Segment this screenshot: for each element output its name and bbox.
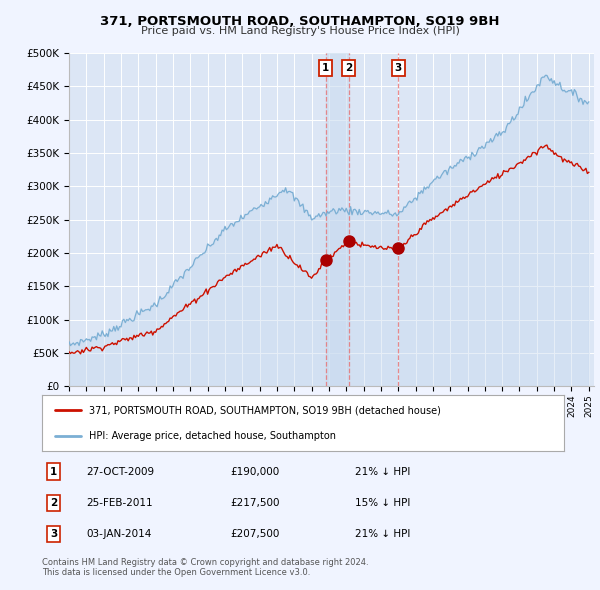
Text: 2: 2 bbox=[50, 498, 57, 508]
Text: 21% ↓ HPI: 21% ↓ HPI bbox=[355, 529, 410, 539]
Text: Price paid vs. HM Land Registry's House Price Index (HPI): Price paid vs. HM Land Registry's House … bbox=[140, 26, 460, 36]
Text: £207,500: £207,500 bbox=[230, 529, 279, 539]
Text: 1: 1 bbox=[50, 467, 57, 477]
Text: 1: 1 bbox=[322, 63, 329, 73]
Text: £217,500: £217,500 bbox=[230, 498, 280, 508]
Text: 25-FEB-2011: 25-FEB-2011 bbox=[86, 498, 153, 508]
Text: 27-OCT-2009: 27-OCT-2009 bbox=[86, 467, 154, 477]
Bar bbox=[326, 53, 349, 386]
Text: 3: 3 bbox=[395, 63, 402, 73]
Text: 03-JAN-2014: 03-JAN-2014 bbox=[86, 529, 152, 539]
Text: 2: 2 bbox=[345, 63, 352, 73]
Text: £190,000: £190,000 bbox=[230, 467, 279, 477]
Text: Contains HM Land Registry data © Crown copyright and database right 2024.
This d: Contains HM Land Registry data © Crown c… bbox=[42, 558, 368, 577]
Text: HPI: Average price, detached house, Southampton: HPI: Average price, detached house, Sout… bbox=[89, 431, 336, 441]
Text: 371, PORTSMOUTH ROAD, SOUTHAMPTON, SO19 9BH (detached house): 371, PORTSMOUTH ROAD, SOUTHAMPTON, SO19 … bbox=[89, 405, 441, 415]
Text: 3: 3 bbox=[50, 529, 57, 539]
Text: 15% ↓ HPI: 15% ↓ HPI bbox=[355, 498, 410, 508]
Text: 371, PORTSMOUTH ROAD, SOUTHAMPTON, SO19 9BH: 371, PORTSMOUTH ROAD, SOUTHAMPTON, SO19 … bbox=[100, 15, 500, 28]
Text: 21% ↓ HPI: 21% ↓ HPI bbox=[355, 467, 410, 477]
